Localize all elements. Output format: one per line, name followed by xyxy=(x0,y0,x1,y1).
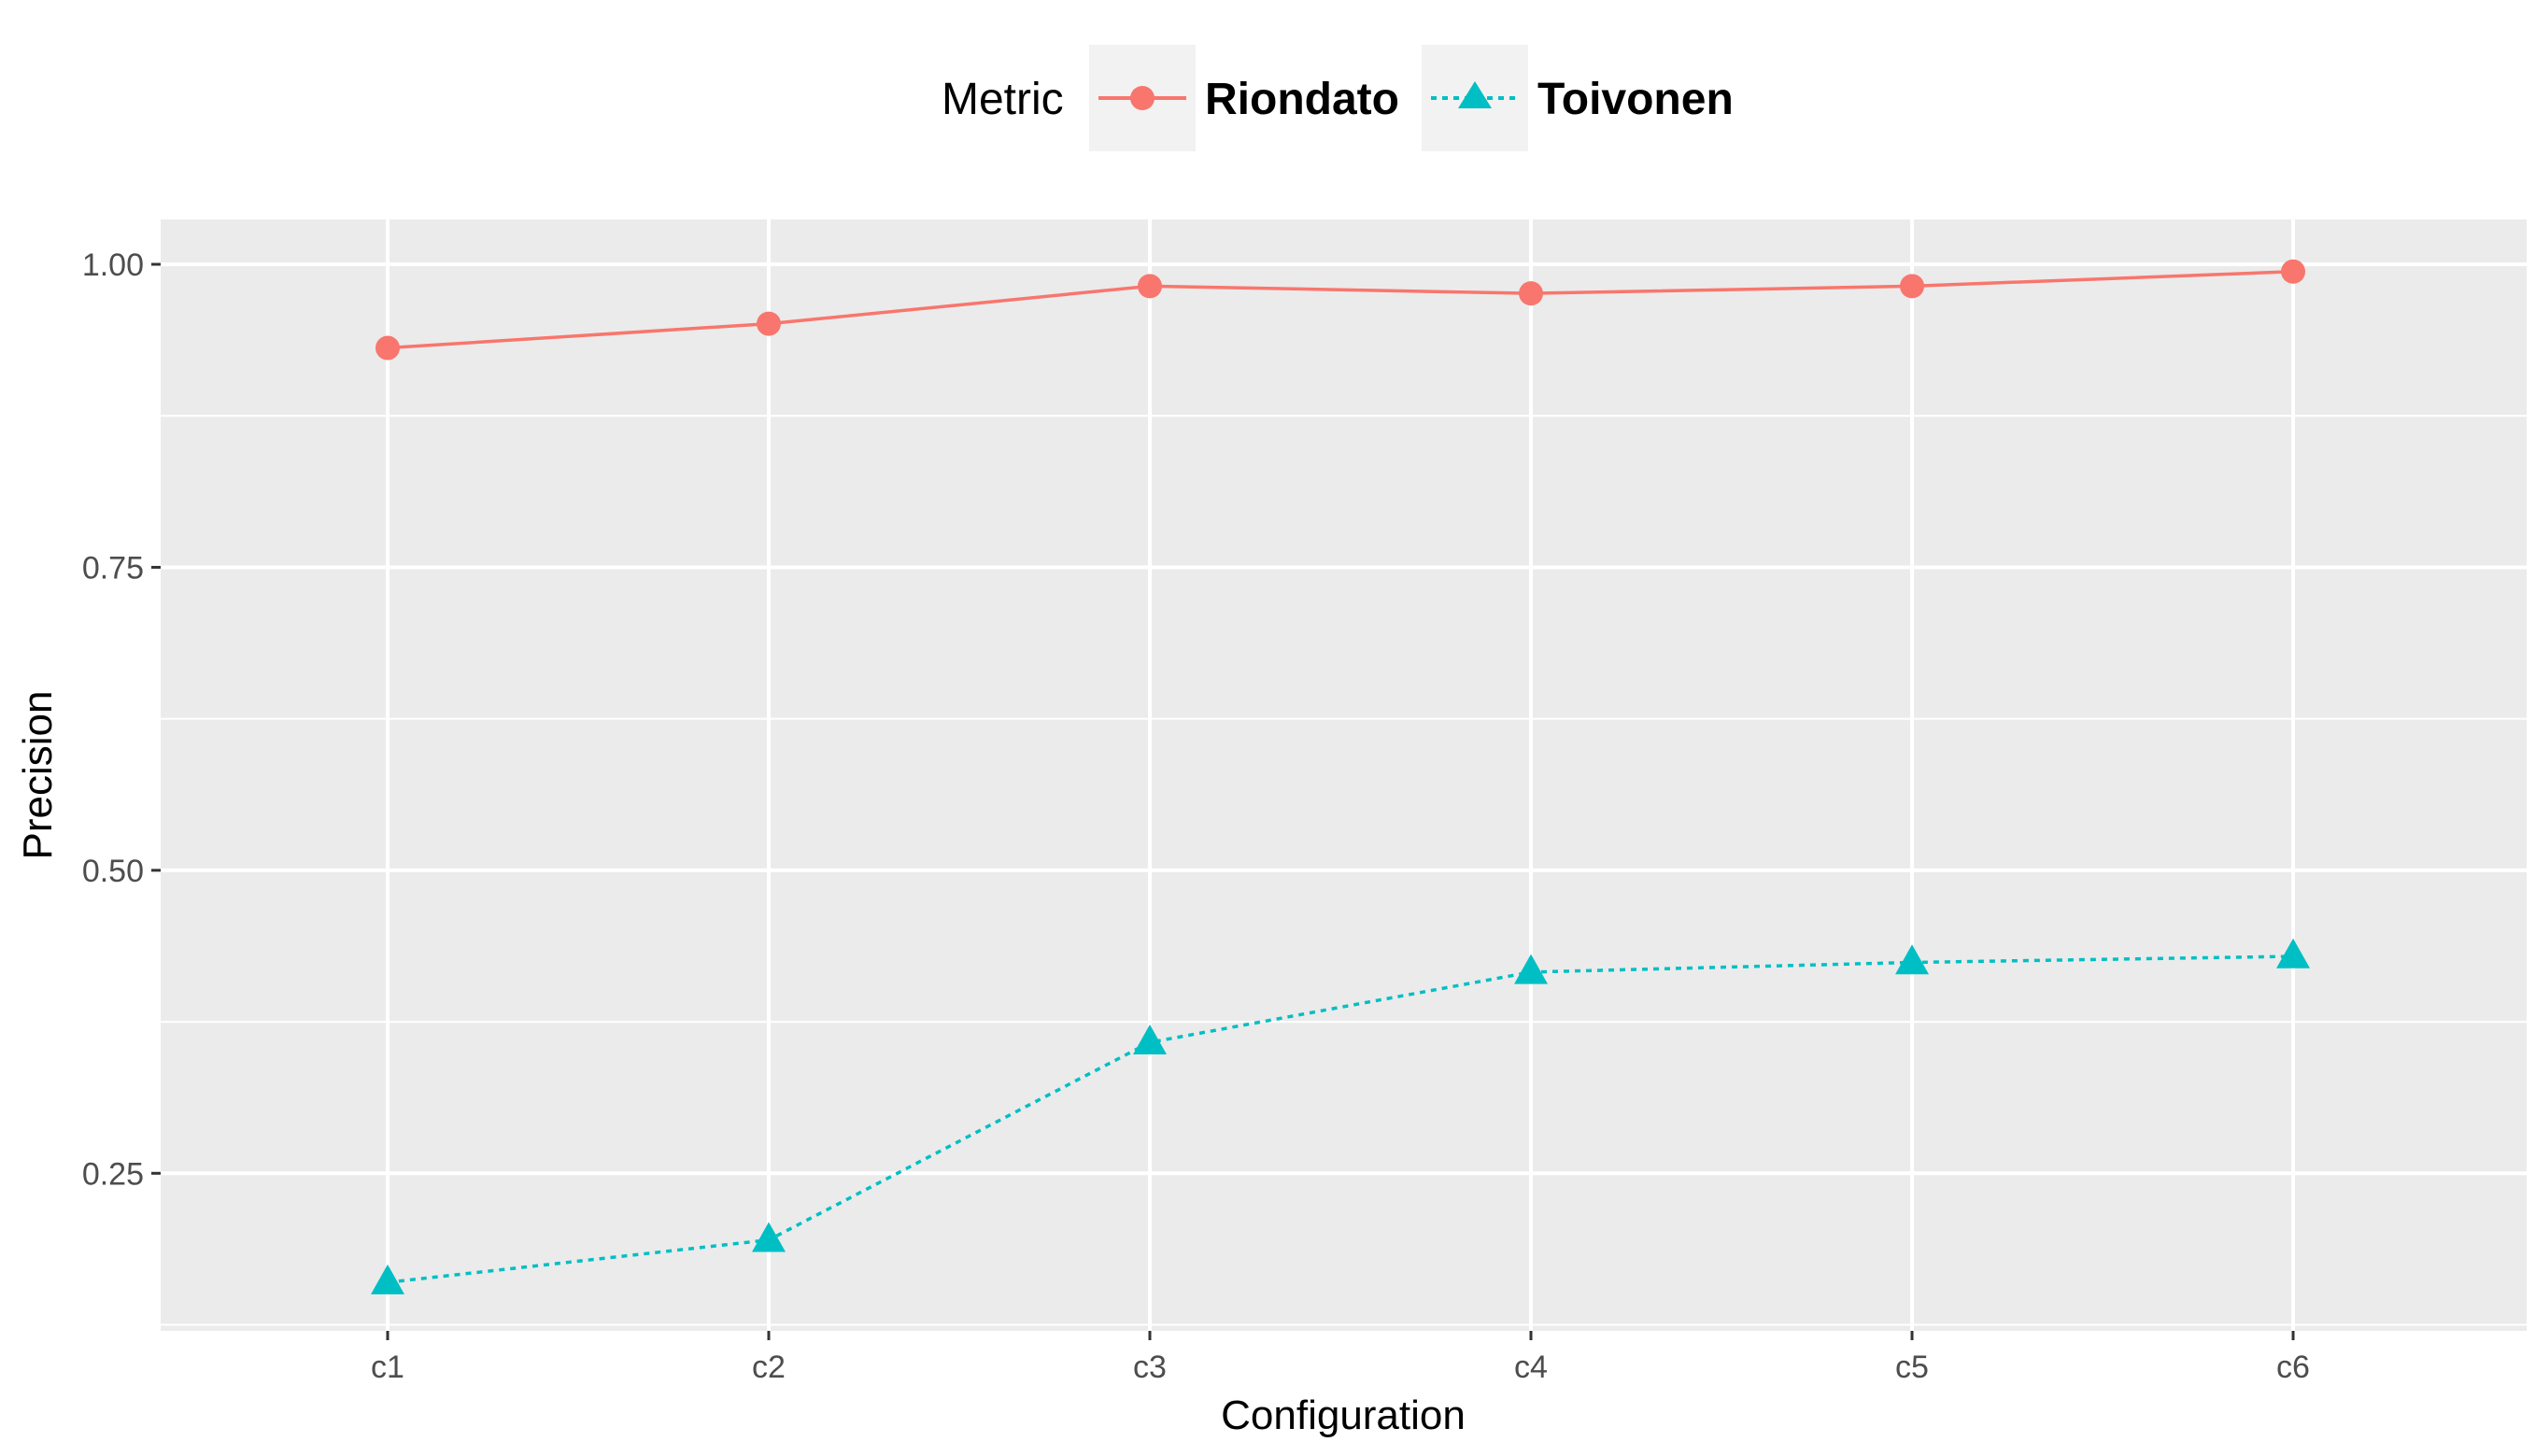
x-tick-label: c6 xyxy=(2276,1350,2310,1385)
legend-key-toivonen-marker xyxy=(1458,81,1492,108)
y-tick-label: 0.50 xyxy=(82,854,144,889)
y-axis-title: Precision xyxy=(15,691,61,860)
point-toivonen xyxy=(752,1222,786,1252)
x-tick-label: c5 xyxy=(1895,1350,1929,1385)
legend-label-toivonen: Toivonen xyxy=(1537,75,1734,124)
x-tick-label: c1 xyxy=(371,1350,404,1385)
x-tick-label: c3 xyxy=(1133,1350,1167,1385)
series-layer xyxy=(371,259,2310,1294)
point-toivonen xyxy=(1895,944,1929,975)
grid-major xyxy=(161,219,2527,1331)
point-riondato xyxy=(1900,274,1924,299)
point-riondato xyxy=(375,335,400,360)
grid-minor xyxy=(161,415,2527,1326)
series-line-riondato xyxy=(387,270,2294,350)
point-riondato xyxy=(1138,274,1162,299)
x-axis-title: Configuration xyxy=(1221,1392,1466,1438)
point-riondato xyxy=(2281,259,2305,284)
legend-key-riondato-marker xyxy=(1130,86,1155,110)
plot-panel xyxy=(161,219,2527,1331)
point-toivonen xyxy=(371,1264,404,1294)
point-toivonen xyxy=(2276,938,2310,968)
point-riondato xyxy=(757,311,781,336)
y-tick-label: 0.75 xyxy=(82,550,144,586)
legend-title: Metric xyxy=(942,75,1064,124)
legend: Metric Riondato Toivonen xyxy=(942,45,1734,151)
point-toivonen xyxy=(1133,1024,1167,1054)
legend-label-riondato: Riondato xyxy=(1205,75,1399,124)
x-tick-label: c4 xyxy=(1514,1350,1548,1385)
y-tick-label: 1.00 xyxy=(82,247,144,283)
x-axis: c1 c2 c3 c4 c5 c6 xyxy=(371,1331,2310,1385)
y-tick-label: 0.25 xyxy=(82,1156,144,1192)
y-axis: 0.25 0.50 0.75 1.00 xyxy=(82,247,161,1192)
x-tick-label: c2 xyxy=(752,1350,786,1385)
point-riondato xyxy=(1519,281,1543,306)
point-toivonen xyxy=(1514,954,1548,984)
